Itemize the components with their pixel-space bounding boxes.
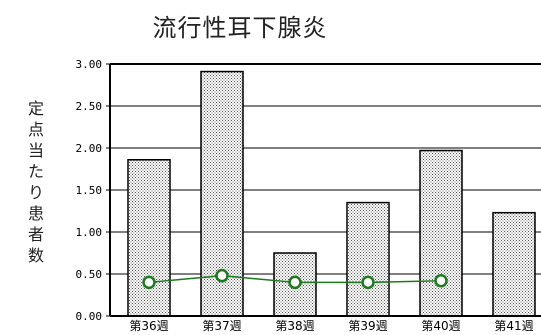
x-tick-label: 第40週 bbox=[421, 319, 460, 333]
x-tick-label: 第36週 bbox=[129, 319, 168, 333]
y-tick-label: 2.50 bbox=[76, 100, 103, 113]
x-tick-label: 第38週 bbox=[275, 319, 314, 333]
y-tick-label: 2.00 bbox=[76, 142, 103, 155]
y-axis-label: 定点当たり患者数 bbox=[27, 99, 44, 265]
line-point bbox=[288, 275, 302, 290]
y-tick-label: 1.50 bbox=[76, 184, 103, 197]
line-point bbox=[361, 275, 375, 290]
y-tick-label: 3.00 bbox=[76, 58, 103, 71]
x-tick-label: 第41週 bbox=[494, 319, 533, 333]
x-tick-label: 第37週 bbox=[202, 319, 241, 333]
y-tick-label: 1.00 bbox=[76, 226, 103, 239]
y-tick-label: 0.00 bbox=[76, 310, 103, 323]
bar bbox=[492, 211, 536, 317]
line-point bbox=[142, 275, 156, 290]
line-point bbox=[434, 273, 448, 288]
y-tick-label: 0.50 bbox=[76, 268, 103, 281]
line-point bbox=[215, 268, 229, 283]
bar bbox=[346, 201, 390, 317]
bar bbox=[127, 159, 171, 317]
chart-title: 流行性耳下腺炎 bbox=[152, 14, 328, 42]
bar bbox=[419, 149, 463, 317]
x-tick-label: 第39週 bbox=[348, 319, 387, 333]
